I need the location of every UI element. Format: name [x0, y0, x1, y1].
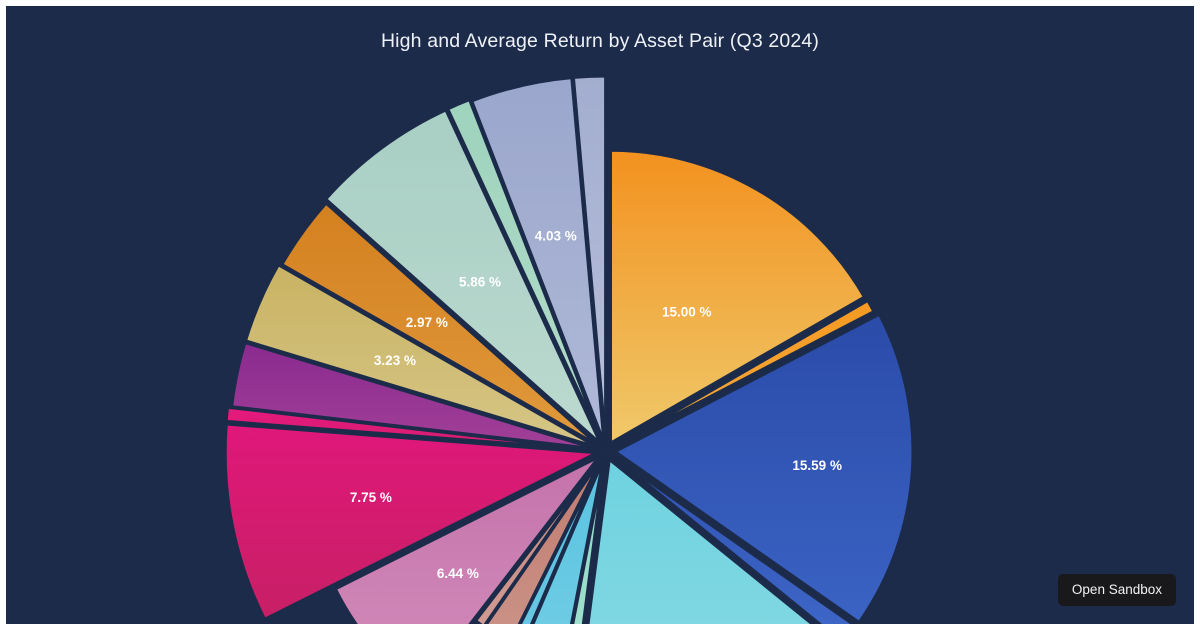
pie-slice[interactable]	[244, 263, 600, 449]
chart-canvas: High and Average Return by Asset Pair (Q…	[6, 6, 1194, 624]
pie-slice[interactable]	[571, 457, 842, 624]
pie-slice[interactable]	[571, 74, 608, 444]
pie-slice[interactable]	[230, 341, 599, 451]
pie-slice[interactable]	[470, 76, 606, 444]
pie-slice[interactable]	[446, 98, 604, 445]
pie-slices	[223, 74, 915, 624]
pie-slice-label: 7.75 %	[350, 490, 392, 505]
pie-chart: 15.00 %15.59 %14.56 %6.44 %7.75 %3.23 %2…	[223, 74, 915, 624]
pie-slice[interactable]	[223, 422, 599, 621]
pie-slice[interactable]	[474, 456, 603, 624]
pie-slice[interactable]	[333, 455, 601, 624]
pie-slice-label: 2.97 %	[406, 315, 448, 330]
pie-slice-label: 3.23 %	[374, 353, 416, 368]
pie-slice[interactable]	[613, 312, 915, 624]
pie-slice-label: 15.00 %	[662, 304, 712, 319]
pie-slice-label: 5.86 %	[459, 274, 501, 289]
pie-slice-label: 4.03 %	[535, 228, 577, 243]
pie-slice-label: 15.59 %	[792, 458, 842, 473]
pie-slice[interactable]	[612, 298, 876, 449]
pie-slice[interactable]	[611, 454, 859, 624]
open-sandbox-button[interactable]: Open Sandbox	[1057, 573, 1176, 606]
pie-slice[interactable]	[609, 148, 866, 445]
pie-slice[interactable]	[324, 108, 603, 446]
pie-slice[interactable]	[280, 201, 601, 448]
pie-slice-label: 6.44 %	[437, 566, 479, 581]
pie-slice-labels: 15.00 %15.59 %14.56 %6.44 %7.75 %3.23 %2…	[350, 228, 842, 581]
